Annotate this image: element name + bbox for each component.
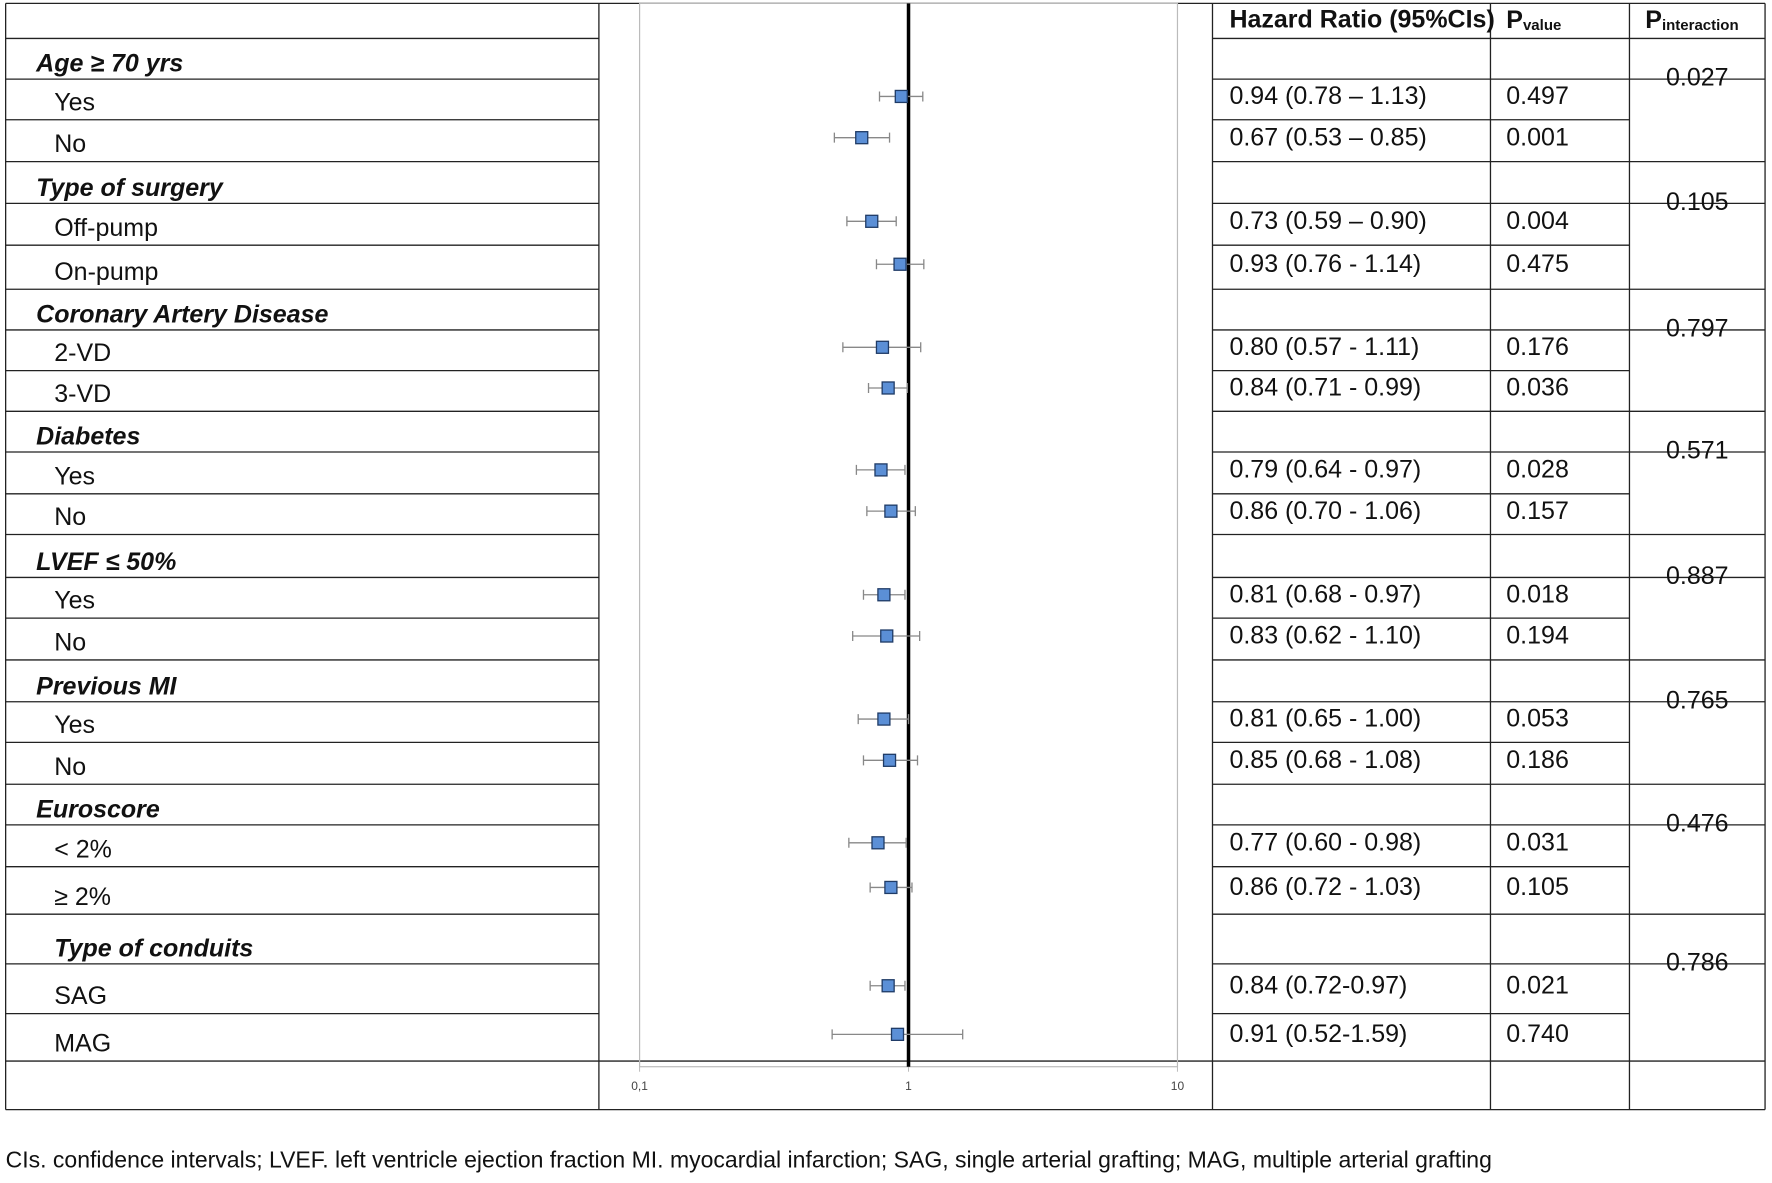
hr-label: 0.80 (0.57 - 1.11) — [1229, 333, 1419, 361]
hr-label: 0.86 (0.70 - 1.06) — [1229, 497, 1421, 525]
category-label: No — [54, 503, 86, 531]
group-label: Age ≥ 70 yrs — [35, 50, 183, 78]
header: Pinteraction — [1645, 6, 1738, 34]
hr-label: 0.94 (0.78 – 1.13) — [1229, 82, 1426, 110]
group-label: Euroscore — [36, 796, 160, 824]
hr-marker — [877, 588, 891, 602]
p-value: 0.004 — [1506, 207, 1569, 235]
p-value: 0.021 — [1506, 971, 1569, 999]
p-value: 0.740 — [1506, 1020, 1569, 1048]
category-label: No — [54, 629, 86, 657]
header-sub: value — [1523, 17, 1561, 34]
p-interaction: 0.887 — [1666, 562, 1729, 590]
header: Hazard Ratio (95%CIs) — [1229, 6, 1494, 34]
p-interaction: 0.797 — [1666, 315, 1729, 343]
hr-marker — [881, 979, 895, 993]
p-value: 0.053 — [1506, 705, 1569, 733]
category-label: ≥ 2% — [54, 883, 111, 911]
p-value: 0.105 — [1506, 873, 1569, 901]
category-label: Yes — [54, 587, 95, 615]
p-value: 0.018 — [1506, 580, 1569, 608]
category-label: Yes — [54, 711, 95, 739]
p-interaction: 0.027 — [1666, 64, 1729, 92]
hr-marker — [880, 629, 894, 643]
header-main: P — [1645, 6, 1662, 34]
category-label: Off-pump — [54, 214, 158, 242]
hr-marker — [894, 89, 908, 104]
header: Pvalue — [1506, 6, 1561, 34]
hr-label: 0.84 (0.72-0.97) — [1229, 971, 1407, 999]
hr-label: 0.91 (0.52-1.59) — [1229, 1020, 1407, 1048]
hr-label: 0.93 (0.76 - 1.14) — [1229, 250, 1421, 278]
p-value: 0.176 — [1506, 333, 1569, 361]
group-label: Type of conduits — [54, 934, 253, 962]
hr-marker — [890, 1027, 905, 1041]
p-interaction: 0.571 — [1666, 437, 1729, 465]
group-label: LVEF ≤ 50% — [36, 548, 176, 576]
category-label: 2-VD — [54, 339, 111, 367]
category-label: On-pump — [54, 258, 158, 286]
p-value: 0.497 — [1506, 82, 1569, 110]
hr-marker — [882, 753, 897, 767]
category-label: No — [54, 753, 86, 781]
hr-label: 0.81 (0.68 - 0.97) — [1229, 580, 1421, 608]
hr-label: 0.83 (0.62 - 1.10) — [1229, 622, 1421, 650]
header-sub: interaction — [1662, 17, 1739, 34]
x-tick-label: 1 — [905, 1079, 912, 1093]
p-value: 0.031 — [1506, 828, 1569, 856]
hr-marker — [871, 836, 885, 850]
category-label: SAG — [54, 982, 107, 1010]
p-value: 0.194 — [1506, 622, 1569, 650]
note: CIs. confidence intervals; LVEF. left ve… — [6, 1147, 1492, 1173]
p-value: 0.186 — [1506, 746, 1569, 774]
hr-marker — [874, 463, 888, 477]
hr-label: 0.79 (0.64 - 0.97) — [1229, 456, 1421, 484]
p-interaction: 0.765 — [1666, 686, 1729, 714]
hr-label: 0.67 (0.53 – 0.85) — [1229, 123, 1426, 151]
x-tick-label: 10 — [1171, 1079, 1185, 1093]
p-value: 0.028 — [1506, 456, 1569, 484]
p-interaction: 0.786 — [1666, 948, 1729, 976]
hr-label: 0.84 (0.71 - 0.99) — [1229, 374, 1421, 402]
hr-marker — [893, 257, 907, 271]
group-label: Diabetes — [36, 423, 140, 451]
category-label: No — [54, 130, 86, 158]
hr-label: 0.77 (0.60 - 0.98) — [1229, 828, 1421, 856]
hr-marker — [875, 340, 890, 354]
hr-marker — [884, 880, 898, 895]
group-label: Type of surgery — [36, 174, 224, 202]
p-value: 0.036 — [1506, 374, 1569, 402]
p-value: 0.001 — [1506, 123, 1569, 151]
hr-marker — [865, 214, 879, 228]
hr-marker — [884, 504, 898, 518]
hr-label: 0.85 (0.68 - 1.08) — [1229, 746, 1421, 774]
header-main: P — [1506, 6, 1523, 34]
p-value: 0.157 — [1506, 497, 1569, 525]
hr-marker — [877, 712, 891, 726]
hr-marker — [855, 131, 869, 145]
category-label: Yes — [54, 88, 95, 116]
group-label: Coronary Artery Disease — [36, 301, 328, 329]
category-label: 3-VD — [54, 380, 111, 408]
category-label: < 2% — [54, 835, 112, 863]
p-interaction: 0.105 — [1666, 188, 1729, 216]
p-value: 0.475 — [1506, 250, 1569, 278]
hr-label: 0.81 (0.65 - 1.00) — [1229, 705, 1421, 733]
x-tick-label: 0,1 — [631, 1079, 648, 1093]
hr-label: 0.86 (0.72 - 1.03) — [1229, 873, 1421, 901]
category-label: Yes — [54, 462, 95, 490]
p-interaction: 0.476 — [1666, 810, 1729, 838]
group-label: Previous MI — [36, 672, 177, 700]
category-label: MAG — [54, 1030, 111, 1058]
hr-marker — [881, 381, 895, 395]
hr-label: 0.73 (0.59 – 0.90) — [1229, 207, 1426, 235]
